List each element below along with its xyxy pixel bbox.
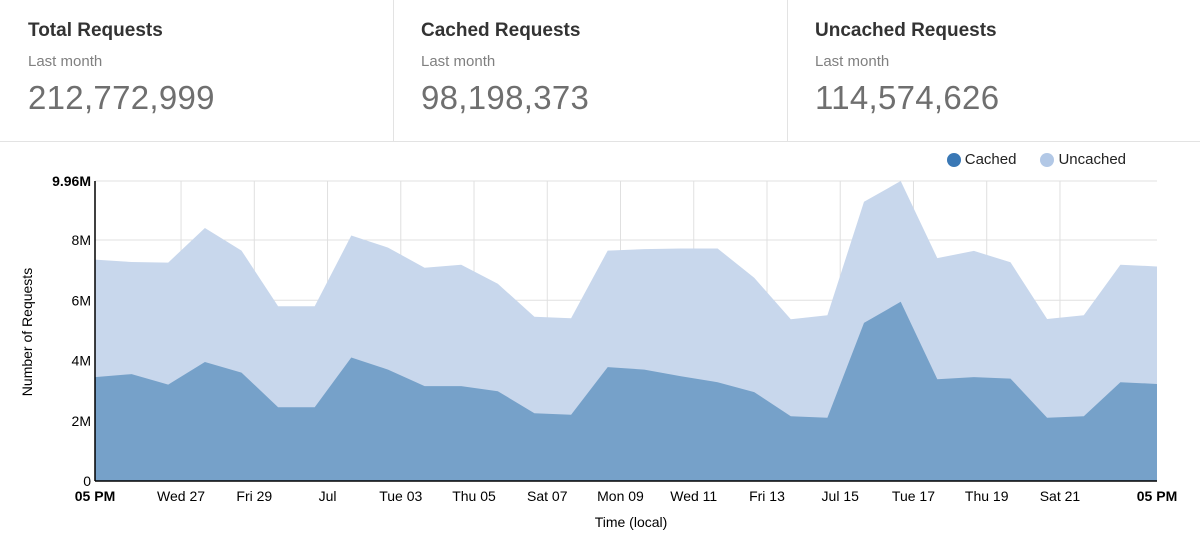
x-tick-label: Fri 29: [236, 488, 272, 504]
stat-period: Last month: [28, 53, 103, 70]
x-tick-label: Thu 05: [452, 488, 496, 504]
y-tick-label: 8M: [72, 232, 91, 248]
legend-item-uncached[interactable]: Uncached: [1040, 151, 1126, 168]
y-tick-label: 4M: [72, 353, 91, 369]
stat-value: 212,772,999: [28, 79, 215, 116]
stat-card-uncached: Uncached Requests Last month 114,574,626: [788, 0, 1200, 141]
x-tick-label: 05 PM: [75, 488, 115, 504]
stat-title: Total Requests: [28, 20, 163, 41]
x-tick-label: Jul 15: [822, 488, 860, 504]
x-tick-label: Mon 09: [597, 488, 644, 504]
x-tick-label: Tue 17: [892, 488, 935, 504]
x-axis-title: Time (local): [595, 514, 668, 530]
stat-value: 98,198,373: [421, 79, 590, 116]
x-tick-label: Wed 11: [670, 488, 717, 504]
y-tick-label: 9.96M: [52, 173, 91, 189]
x-tick-label: Thu 19: [965, 488, 1009, 504]
y-tick-label: 6M: [72, 292, 91, 308]
stat-period: Last month: [421, 53, 496, 70]
legend-item-cached[interactable]: Cached: [946, 151, 1017, 168]
stat-title: Cached Requests: [421, 20, 581, 41]
stat-card-cached: Cached Requests Last month 98,198,373: [394, 0, 788, 141]
stat-card-total: Total Requests Last month 212,772,999: [0, 0, 394, 141]
chart-legend: Cached Uncached: [923, 151, 1126, 168]
stat-value: 114,574,626: [815, 79, 1000, 116]
stats-row: Total Requests Last month 212,772,999 Ca…: [0, 0, 1200, 142]
legend-label-uncached: Uncached: [1058, 151, 1126, 168]
x-tick-label: Fri 13: [749, 488, 785, 504]
stat-period: Last month: [815, 53, 890, 70]
x-tick-label: Sat 21: [1040, 488, 1081, 504]
requests-chart: 0 2M 4M 6M 8M 9.96M 05 PM Wed 27 Fri 29 Jul Tue 03…: [0, 142, 1200, 542]
legend-label-cached: Cached: [964, 151, 1017, 168]
x-tick-label: Wed 27: [157, 488, 205, 504]
stat-title: Uncached Requests: [815, 20, 997, 41]
x-tick-label: Tue 03: [379, 488, 422, 504]
x-tick-label: Sat 07: [527, 488, 568, 504]
y-tick-label: 0: [83, 473, 91, 489]
x-tick-label: Jul: [319, 488, 337, 504]
y-axis-title: Number of Requests: [19, 268, 35, 396]
area-chart-svg: 0 2M 4M 6M 8M 9.96M 05 PM Wed 27 Fri 29 Jul Tue 03…: [19, 173, 1177, 530]
legend-swatch-cached: [946, 152, 961, 167]
y-tick-label: 2M: [72, 413, 91, 429]
cached-area: [95, 301, 1157, 481]
x-tick-label: 05 PM: [1137, 488, 1177, 504]
legend-swatch-uncached: [1040, 152, 1055, 167]
